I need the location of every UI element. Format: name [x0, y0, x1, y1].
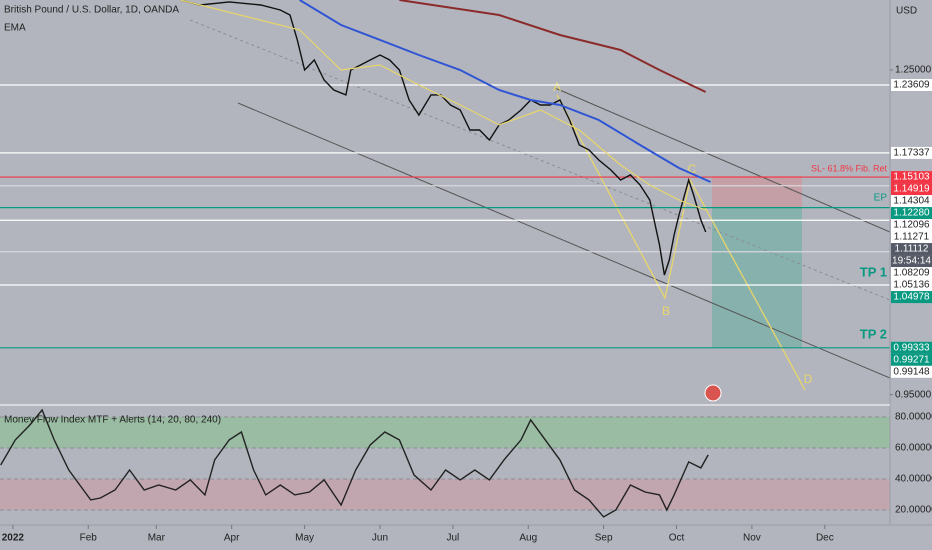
countdown: 19:54:14: [892, 256, 931, 267]
tp1-label: TP 1: [860, 264, 887, 279]
indicator-label: EMA: [4, 23, 26, 34]
price-label: 1.11271: [894, 232, 930, 243]
price-box: [891, 365, 932, 378]
x-tick-label: Aug: [519, 533, 537, 544]
price-label: 1.15103: [893, 172, 930, 183]
target-zone: [712, 207, 802, 348]
indicator-line: [180, 0, 706, 211]
price-box: [891, 146, 932, 159]
price-box: [891, 183, 932, 196]
indicator-line: [299, 0, 712, 183]
price-label: 0.99148: [893, 366, 930, 377]
indicator-line: [0, 408, 709, 518]
x-tick-label: Jul: [447, 533, 460, 544]
x-tick-label: Nov: [743, 533, 761, 544]
wave-label: A: [553, 80, 561, 94]
price-label: 1.12096: [893, 220, 930, 231]
price-box: [891, 291, 932, 304]
wave-label: B: [662, 304, 670, 318]
price-label: 0.99271: [893, 354, 930, 365]
tp2-label: TP 2: [860, 326, 887, 341]
price-box: [891, 353, 932, 366]
price-label: 1.14919: [893, 184, 930, 195]
indicator-line: [399, 0, 707, 93]
channel-lower: [237, 102, 891, 379]
countdown-box: [891, 255, 932, 268]
y-tick-label: 0.95000: [895, 389, 932, 400]
y-tick-label: 1.25000: [895, 65, 932, 76]
price-label: 0.99333: [893, 342, 930, 353]
wave-label: D: [804, 372, 813, 386]
event-icon[interactable]: [704, 384, 722, 402]
price-label: 1.14304: [893, 196, 930, 207]
y-tick-label: 60.00000: [895, 443, 932, 454]
drawings: A B C D SL- 61.8% Fib. Ret EP TP 1 TP 2: [0, 19, 891, 511]
sl-label: SL- 61.8% Fib. Ret: [811, 163, 888, 173]
price-line: [180, 0, 707, 276]
price-box: [891, 78, 932, 91]
price-box: [891, 171, 932, 184]
x-tick-label: Sep: [595, 533, 613, 544]
price-label: 1.17337: [893, 148, 930, 159]
x-tick-label: May: [295, 533, 314, 544]
band: [0, 478, 890, 510]
y-tick-label: 80.00000: [895, 412, 932, 423]
x-tick-label: Apr: [224, 533, 240, 544]
x-tick-label: Mar: [148, 533, 166, 544]
y-tick-label: 20.00000: [895, 505, 932, 516]
price-box: [891, 243, 932, 256]
price-box: [891, 219, 932, 232]
price-box: [891, 231, 932, 244]
price-label: 1.23609: [893, 80, 930, 91]
price-label: 1.05136: [893, 280, 930, 291]
price-box: [891, 279, 932, 292]
price-label: 1.11112: [895, 244, 929, 255]
wave-label: C: [688, 162, 697, 176]
indicator-title: Money Flow Index MTF + Alerts (14, 20, 8…: [4, 415, 221, 426]
band: [0, 416, 890, 448]
price-box: [891, 195, 932, 208]
price-box: [891, 207, 932, 220]
stop-zone: [712, 176, 802, 207]
price-label: 1.08209: [893, 268, 930, 279]
x-tick-label: Jun: [372, 533, 388, 544]
price-box: [891, 341, 932, 354]
price-box: [891, 267, 932, 280]
x-tick-label: 2022: [2, 533, 25, 544]
price-label: 1.12280: [893, 208, 930, 219]
currency-label: USD: [896, 6, 917, 17]
price-label: 1.04978: [893, 292, 930, 303]
ep-label: EP: [874, 193, 888, 204]
x-tick-label: Oct: [669, 533, 685, 544]
x-tick-label: Feb: [80, 533, 98, 544]
chart-title: British Pound / U.S. Dollar, 1D, OANDA: [4, 5, 179, 16]
y-tick-label: 40.00000: [895, 474, 932, 485]
x-tick-label: Dec: [816, 533, 834, 544]
